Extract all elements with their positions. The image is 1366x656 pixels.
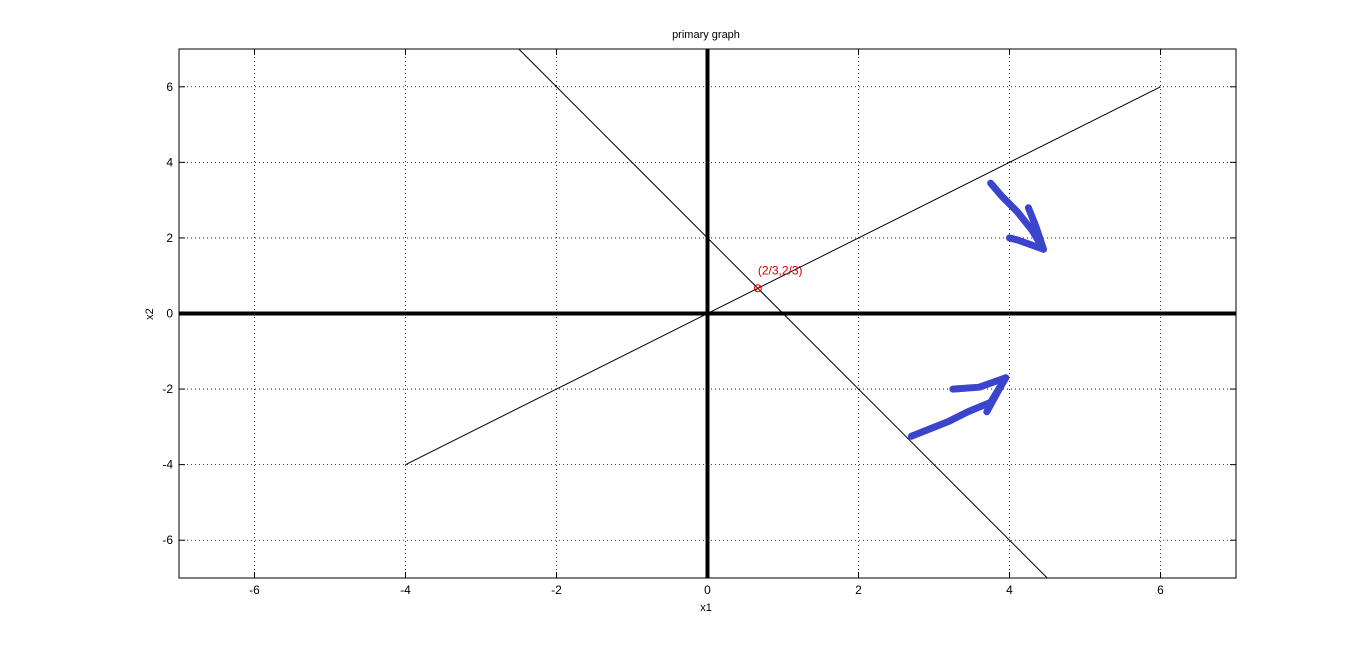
chart-title: primary graph [672,29,740,41]
y-tick-label: -4 [162,458,173,472]
y-tick-label: 6 [166,80,173,94]
line-x2-eq-half-x1 [405,86,1161,466]
x-tick-label: -4 [400,583,411,597]
ticks-layer: -6 -4 -2 0 2 4 6 -6 -4 -2 0 2 4 6 [162,49,1236,597]
y-tick-label: 2 [166,231,173,245]
y-tick-label: 0 [166,307,173,321]
x-tick-label: -2 [551,583,562,597]
annotation-arrow-down-right-head [1006,204,1047,253]
intersection-marker-cross [755,285,761,291]
axes-layer [179,49,1236,578]
annotation-arrow-up-right-head [949,374,1010,416]
intersection-marker [753,284,762,293]
x-tick-label: 6 [1157,583,1164,597]
x-tick-label: 4 [1006,583,1013,597]
x-tick-label: -6 [249,583,260,597]
x-tick-label: 2 [855,583,862,597]
x-axis-label: x1 [700,602,712,614]
y-tick-label: 4 [166,155,173,169]
x-tick-label: 0 [704,583,711,597]
annotation-layer: (2/3,2/3) [753,179,1047,440]
y-tick-label: -2 [162,382,173,396]
y-tick-label: -6 [162,533,173,547]
y-axis-label: x2 [144,308,156,320]
intersection-label: (2/3,2/3) [758,263,803,277]
